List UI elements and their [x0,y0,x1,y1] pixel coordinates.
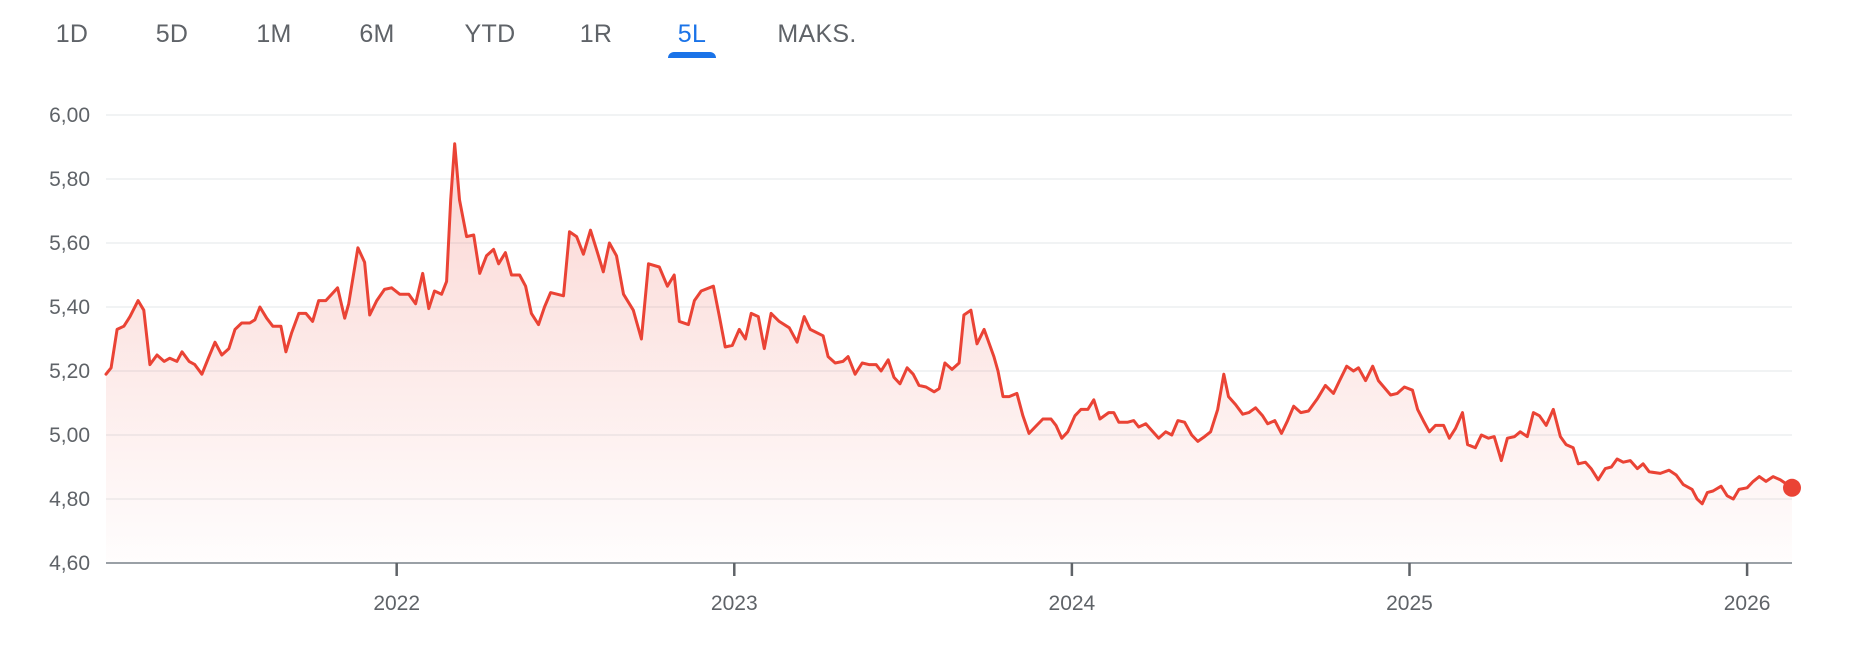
x-tick-label: 2023 [711,592,758,615]
y-tick-label: 5,20 [49,360,90,383]
active-tab-indicator [668,52,716,58]
price-line [104,142,1794,506]
x-tick-label: 2025 [1386,592,1433,615]
y-tick-label: 5,80 [49,168,90,191]
y-tick-label: 5,60 [49,232,90,255]
tab-1r[interactable]: 1R [579,20,613,48]
y-tick-label: 4,60 [49,552,90,575]
tab-5l[interactable]: 5L [677,20,707,48]
range-tabs: 1D 5D 1M 6M YTD 1R 5L MAKS. [0,0,1000,64]
tab-ytd[interactable]: YTD [464,20,516,48]
tab-maks[interactable]: MAKS. [777,20,857,48]
last-price-dot[interactable] [1783,478,1801,497]
y-axis-labels: 6,00 5,80 5,60 5,40 5,20 5,00 4,80 4,60 [49,104,90,575]
y-tick-label: 4,80 [49,488,90,511]
tab-1d[interactable]: 1D [55,20,89,48]
y-tick-label: 6,00 [49,104,90,127]
x-tick-label: 2026 [1724,592,1771,615]
tab-6m[interactable]: 6M [359,20,395,48]
y-tick-label: 5,40 [49,296,90,319]
x-axis-ticks: 2022 2023 2024 2025 2026 [373,563,1770,615]
price-area [106,143,1792,564]
tab-5d[interactable]: 5D [155,20,189,48]
y-tick-label: 5,00 [49,424,90,447]
x-tick-label: 2022 [373,592,420,615]
tab-1m[interactable]: 1M [256,20,292,48]
x-tick-label: 2024 [1049,592,1096,615]
